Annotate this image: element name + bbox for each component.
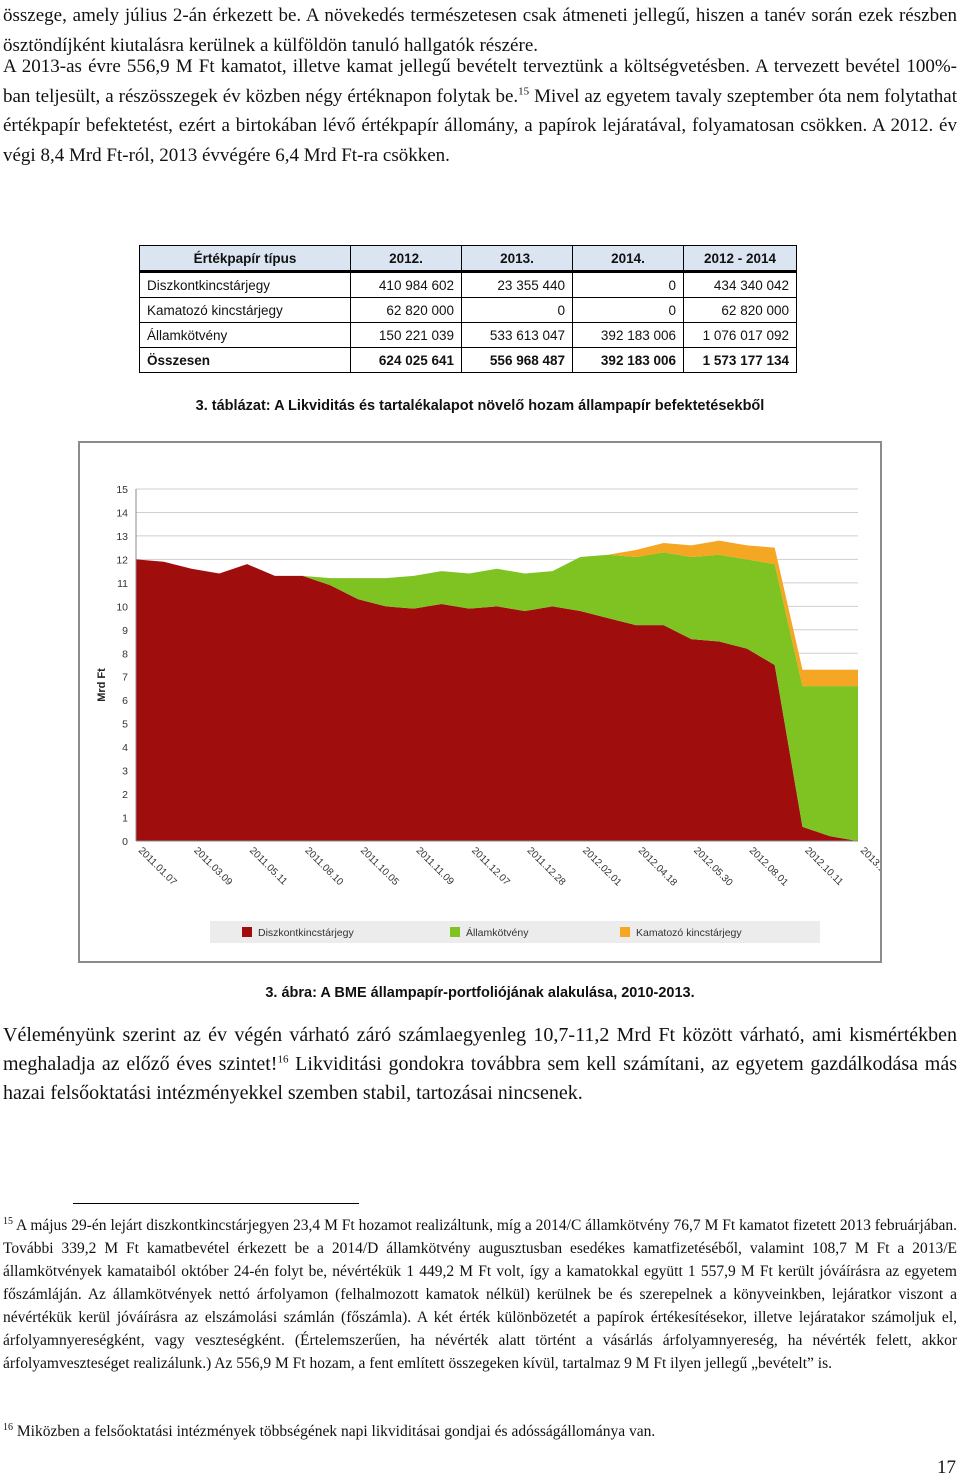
- table-header-cell: 2012.: [350, 245, 462, 273]
- table-cell: 150 221 039: [350, 322, 462, 348]
- x-tick-label: 2011.11.09: [414, 845, 456, 887]
- y-tick-label: 11: [117, 578, 128, 590]
- table-row: Diszkontkincstárjegy 410 984 602 23 355 …: [139, 271, 797, 298]
- legend-label: Államkötvény: [466, 926, 529, 939]
- area-series: [136, 559, 858, 841]
- table-cell: 410 984 602: [350, 271, 462, 298]
- table-cell-label: Kamatozó kincstárjegy: [139, 297, 351, 323]
- y-tick-label: 13: [116, 531, 128, 543]
- footnote-15: 15 A május 29-én lejárt diszkontkincstár…: [3, 1214, 957, 1375]
- footnote-ref-15[interactable]: 15: [518, 85, 530, 98]
- portfolio-chart: 0 1 2 3 4 5 6 7 8 9 10 11 12 13 14 15 Mrd Ft 2011.01.07 20…: [78, 441, 882, 963]
- table-cell: 1 076 017 092: [683, 322, 797, 348]
- y-tick-label: 2: [122, 789, 128, 801]
- legend-label: Diszkontkincstárjegy: [258, 927, 354, 939]
- table-header-row: Értékpapír típus 2012. 2013. 2014. 2012 …: [139, 245, 797, 273]
- area-series: [136, 552, 858, 841]
- table-cell-label: Összesen: [139, 347, 351, 373]
- y-tick-label: 9: [122, 625, 128, 637]
- legend-swatch: [450, 927, 460, 937]
- legend-bar: [210, 921, 820, 943]
- table-header-cell: 2013.: [461, 245, 573, 273]
- table-cell: 62 820 000: [350, 297, 462, 323]
- y-axis-label: Mrd Ft: [96, 668, 108, 702]
- table-cell-label: Diszkontkincstárjegy: [139, 271, 351, 298]
- legend-label: Kamatozó kincstárjegy: [636, 927, 742, 939]
- y-tick-label: 4: [122, 742, 128, 754]
- page-number: 17: [937, 1457, 956, 1478]
- y-tick-label: 1: [122, 813, 128, 825]
- paragraph-conclusion: Véleményünk szerint az év végén várható …: [3, 1021, 957, 1108]
- securities-table: Értékpapír típus 2012. 2013. 2014. 2012 …: [139, 245, 797, 373]
- table-cell: 533 613 047: [461, 322, 573, 348]
- legend-swatch: [620, 927, 630, 937]
- y-tick-label: 12: [116, 554, 128, 566]
- x-tick-label: 2012.02.01: [580, 845, 623, 888]
- table-cell: 62 820 000: [683, 297, 797, 323]
- footnote-number: 16: [3, 1421, 13, 1433]
- paragraph-interest-part1: A 2013-as évre 556,9 M Ft kamatot, illet…: [3, 56, 957, 107]
- footnote-text: Miközben a felsőoktatási intézmények töb…: [13, 1423, 656, 1440]
- x-tick-label: 2012.05.30: [691, 845, 734, 888]
- y-tick-label: 10: [116, 601, 128, 613]
- x-tick-label: 2011.12.28: [525, 845, 568, 888]
- x-tick-label: 2013.10.24: [858, 845, 880, 888]
- table-header-cell: 2014.: [572, 245, 684, 273]
- x-tick-label: 2011.03.09: [191, 845, 234, 888]
- footnote-number: 15: [3, 1215, 13, 1227]
- y-tick-label: 7: [122, 672, 128, 684]
- y-tick-label: 0: [122, 836, 128, 848]
- table-row: Kamatozó kincstárjegy 62 820 000 0 0 62 …: [139, 297, 797, 323]
- x-tick-label: 2012.04.18: [636, 845, 679, 888]
- footnote-text: A május 29-én lejárt diszkontkincstárjeg…: [3, 1217, 957, 1372]
- x-tick-label: 2011.12.07: [469, 845, 512, 888]
- table-caption: 3. táblázat: A Likviditás és tartalékala…: [195, 398, 765, 414]
- table-cell-label: Államkötvény: [139, 322, 351, 348]
- table-cell: 1 573 177 134: [683, 347, 797, 373]
- x-tick-label: 2011.08.10: [302, 845, 345, 888]
- paragraph-intro: összege, amely július 2-án érkezett be. …: [3, 5, 957, 56]
- table-cell: 0: [572, 297, 684, 323]
- y-tick-label: 3: [122, 766, 128, 778]
- table-cell: 0: [461, 297, 573, 323]
- table-row: Államkötvény 150 221 039 533 613 047 392…: [139, 322, 797, 348]
- y-tick-label: 14: [116, 507, 128, 519]
- paragraph-interest-part2: Mivel az egyetem tavaly szeptember óta n…: [3, 85, 957, 166]
- x-tick-label: 2011.01.07: [136, 845, 179, 888]
- y-tick-label: 6: [122, 695, 128, 707]
- footnote-separator: [73, 1203, 359, 1204]
- table-cell: 556 968 487: [461, 347, 573, 373]
- x-tick-label: 2011.05.11: [247, 845, 289, 887]
- legend-swatch: [242, 927, 252, 937]
- table-cell: 392 183 006: [572, 347, 684, 373]
- paragraph-conclusion-part2: Likviditási gondokra továbbra sem kell s…: [3, 1053, 957, 1104]
- footnote-16: 16 Miközben a felsőoktatási intézmények …: [3, 1420, 957, 1443]
- table-cell: 434 340 042: [683, 271, 797, 298]
- table-cell: 624 025 641: [350, 347, 462, 373]
- y-tick-label: 5: [122, 719, 128, 731]
- table-total-row: Összesen 624 025 641 556 968 487 392 183…: [139, 347, 797, 373]
- table-cell: 23 355 440: [461, 271, 573, 298]
- table-cell: 392 183 006: [572, 322, 684, 348]
- x-tick-label: 2012.10.11: [802, 845, 845, 888]
- x-tick-label: 2011.10.05: [358, 845, 401, 888]
- figure-caption: 3. ábra: A BME állampapír-portfoliójának…: [265, 985, 695, 1001]
- footnote-ref-16[interactable]: 16: [277, 1053, 289, 1066]
- y-tick-label: 8: [122, 648, 128, 660]
- table-cell: 0: [572, 271, 684, 298]
- x-tick-label: 2012.08.01: [747, 845, 790, 888]
- table-header-cell: Értékpapír típus: [139, 245, 351, 273]
- y-tick-label: 15: [116, 484, 128, 496]
- paragraph-conclusion-part1: Véleményünk szerint az év végén várható …: [3, 1024, 957, 1075]
- paragraph-interest: A 2013-as évre 556,9 M Ft kamatot, illet…: [3, 52, 957, 170]
- table-header-cell: 2012 - 2014: [683, 245, 797, 273]
